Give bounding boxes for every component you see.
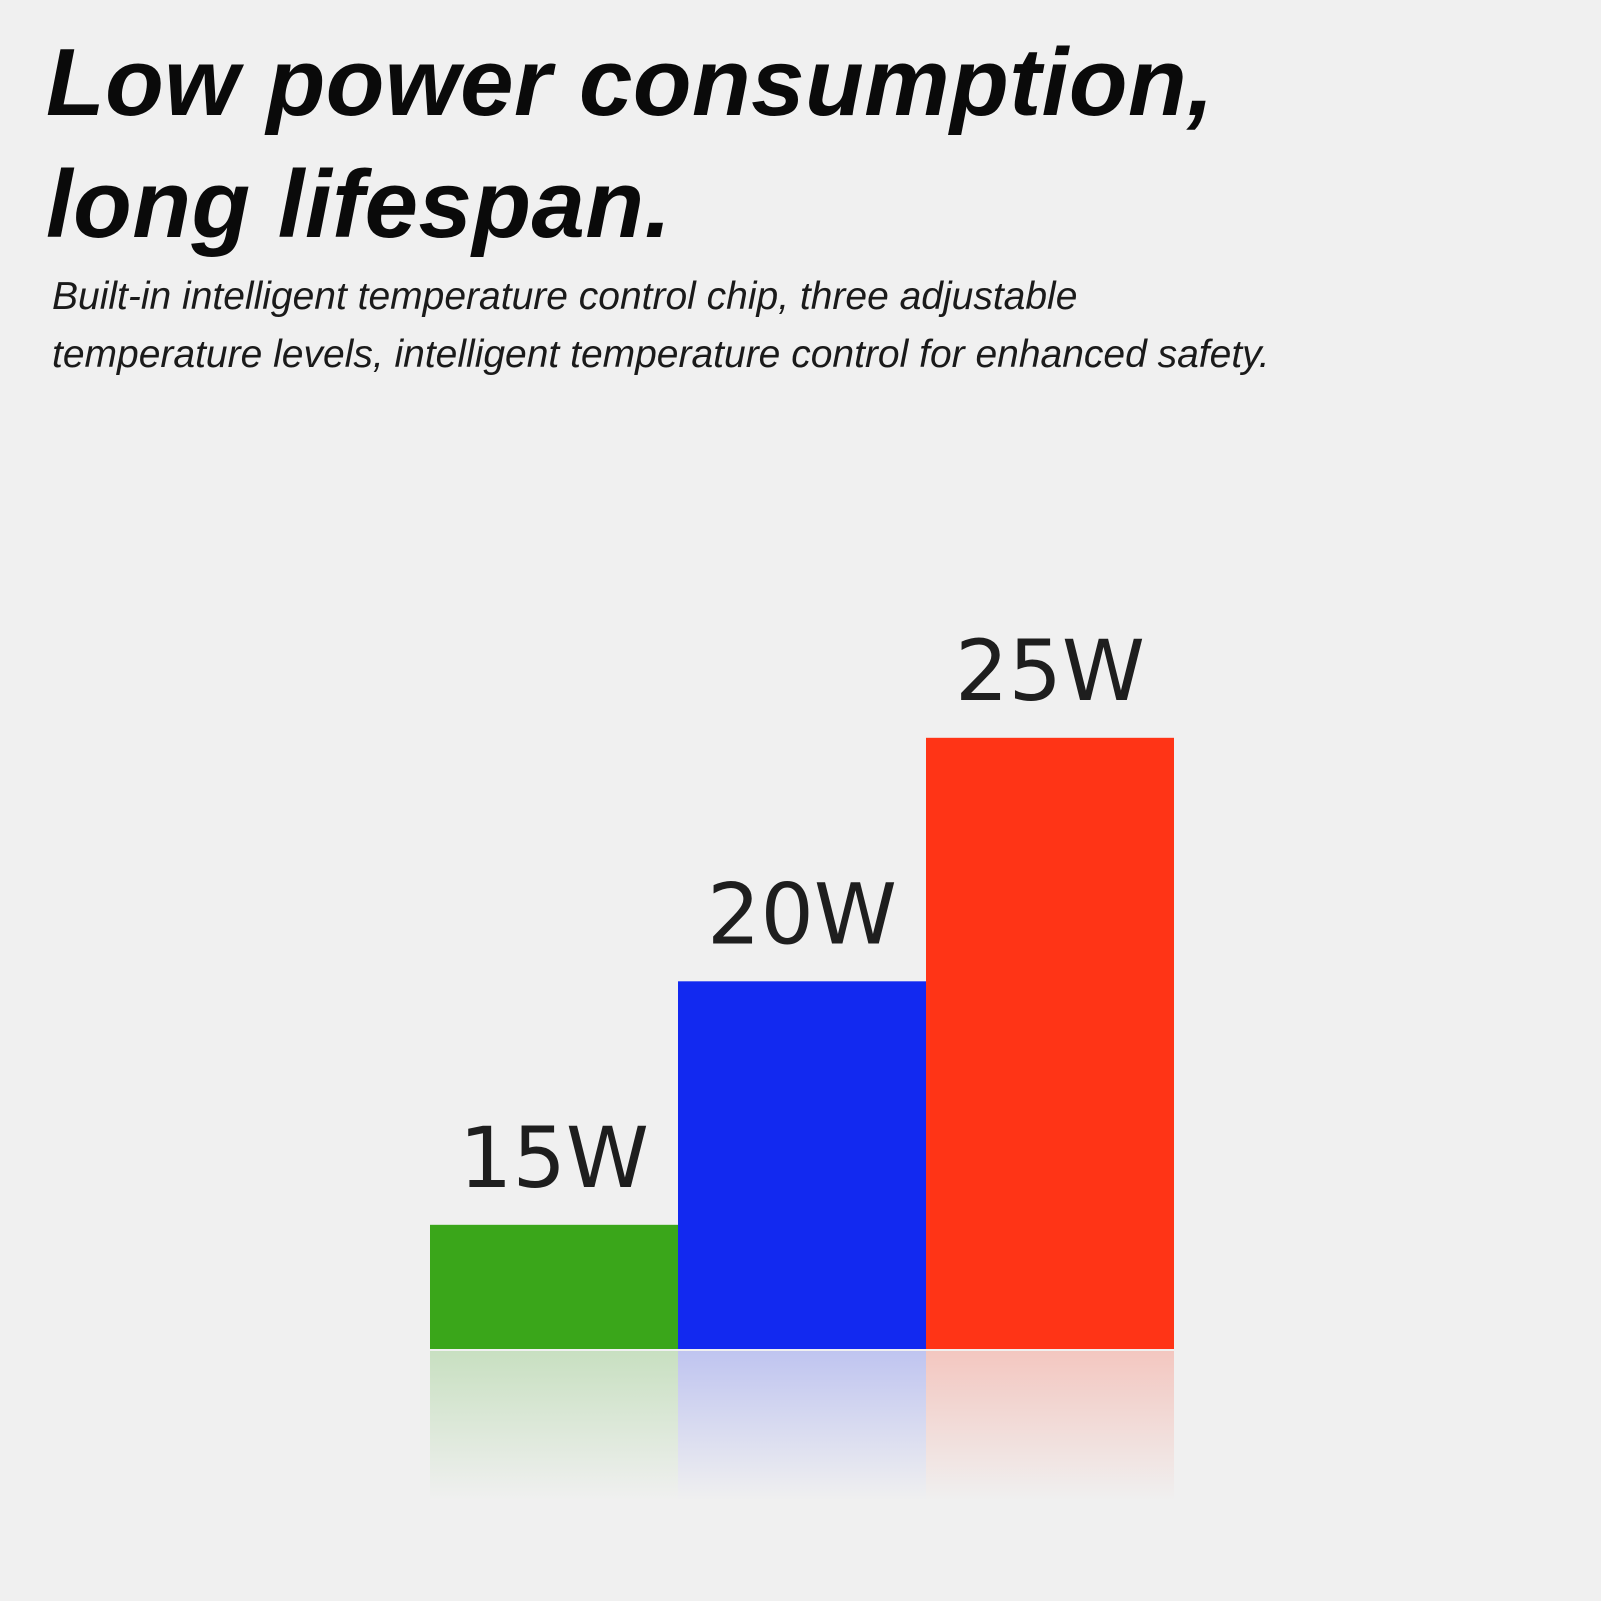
subtitle: Built-in intelligent temperature control… [52, 268, 1532, 384]
bar-label-20w: 20W [707, 865, 897, 963]
bar-reflections [430, 1351, 1174, 1501]
bar-15w [430, 1224, 678, 1349]
subtitle-line-2: temperature levels, intelligent temperat… [52, 333, 1270, 376]
headline-line-2: long lifespan. [46, 151, 672, 258]
bar-labels: 15W 20W 25W [459, 622, 1145, 1207]
bar-label-25w: 25W [955, 622, 1145, 720]
headline-line-1: Low power consumption, [46, 29, 1215, 136]
bar-reflection-25w [926, 1351, 1174, 1501]
bars [430, 737, 1174, 1349]
subtitle-line-1: Built-in intelligent temperature control… [52, 275, 1078, 318]
headline: Low power consumption, long lifespan. [46, 22, 1446, 266]
bar-20w [678, 981, 926, 1349]
bar-25w [926, 737, 1174, 1349]
bar-reflection-15w [430, 1351, 678, 1501]
bar-label-15w: 15W [459, 1109, 649, 1207]
bar-reflection-20w [678, 1351, 926, 1501]
